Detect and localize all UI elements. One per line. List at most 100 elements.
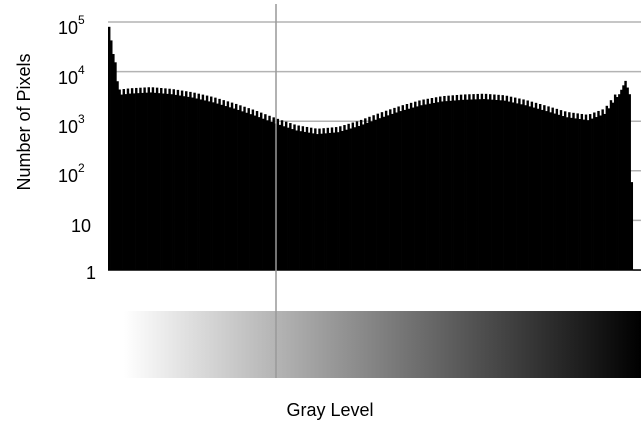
histogram-bar bbox=[330, 127, 334, 270]
histogram-bar bbox=[216, 103, 219, 270]
histogram-bar bbox=[372, 115, 375, 270]
histogram-bar bbox=[155, 87, 159, 270]
histogram-bar bbox=[384, 110, 388, 271]
histogram-bar bbox=[447, 95, 450, 271]
histogram-bar bbox=[578, 119, 581, 270]
histogram-bar bbox=[622, 85, 625, 270]
histogram-bar bbox=[168, 88, 171, 270]
histogram-bar bbox=[511, 102, 515, 271]
histogram-bar bbox=[145, 92, 148, 271]
histogram-bar bbox=[595, 117, 598, 270]
histogram-bar bbox=[380, 112, 384, 270]
histogram-bar bbox=[611, 102, 615, 270]
histogram-bar bbox=[110, 40, 113, 270]
histogram-bar bbox=[370, 121, 373, 270]
histogram-bar bbox=[237, 109, 240, 270]
histogram-bar bbox=[280, 120, 284, 270]
histogram-bar bbox=[407, 108, 411, 270]
histogram-bar bbox=[272, 117, 275, 270]
histogram-bars bbox=[108, 26, 641, 271]
histogram-bar bbox=[343, 125, 346, 270]
histogram-bar bbox=[239, 105, 242, 270]
histogram-bar bbox=[247, 108, 250, 270]
histogram-bar bbox=[572, 112, 575, 270]
histogram-bar bbox=[532, 107, 536, 270]
histogram-bar bbox=[597, 110, 600, 271]
histogram-bar bbox=[326, 127, 330, 270]
histogram-bar bbox=[474, 99, 477, 270]
histogram-bar bbox=[235, 103, 238, 270]
histogram-bar bbox=[503, 100, 507, 271]
histogram-bar bbox=[309, 127, 313, 271]
histogram-bar bbox=[426, 98, 429, 271]
histogram-bar bbox=[224, 106, 228, 270]
histogram-bar bbox=[132, 93, 136, 271]
histogram-bar bbox=[314, 128, 317, 270]
histogram-bar bbox=[389, 109, 392, 270]
histogram-bar bbox=[405, 104, 409, 270]
histogram-bar bbox=[563, 111, 567, 270]
histogram-bar bbox=[316, 134, 319, 270]
histogram-bar bbox=[603, 113, 606, 270]
histogram-bar bbox=[241, 111, 244, 270]
histogram-bar bbox=[130, 88, 134, 270]
histogram-bar bbox=[561, 116, 565, 270]
histogram-bar bbox=[534, 102, 538, 270]
histogram-bar bbox=[270, 121, 273, 270]
histogram-bar bbox=[524, 105, 527, 270]
y-tick-label-10: 10 bbox=[71, 216, 91, 236]
histogram-bar bbox=[320, 133, 323, 270]
histogram-bar bbox=[470, 99, 473, 271]
histogram-bar bbox=[536, 108, 540, 270]
histogram-bar bbox=[322, 128, 325, 270]
histogram-bar bbox=[411, 107, 415, 270]
histogram-bar bbox=[201, 94, 205, 271]
histogram-bar bbox=[457, 100, 461, 270]
y-axis-label: Number of Pixels bbox=[14, 53, 34, 190]
histogram-bar bbox=[553, 113, 556, 270]
histogram-bar bbox=[297, 125, 300, 271]
histogram-bar bbox=[305, 126, 309, 271]
histogram-bar bbox=[472, 94, 475, 270]
histogram-bar bbox=[409, 102, 413, 270]
histogram-bar bbox=[368, 116, 371, 270]
histogram-bar bbox=[547, 106, 550, 270]
histogram-bar bbox=[522, 99, 525, 270]
histogram-bar bbox=[312, 133, 315, 270]
histogram-bar bbox=[230, 102, 234, 270]
histogram-bar bbox=[295, 130, 298, 270]
histogram-bar bbox=[222, 100, 225, 271]
histogram-bar bbox=[341, 130, 344, 270]
histogram-bar bbox=[422, 99, 425, 271]
histogram-bar bbox=[153, 92, 157, 270]
histogram-bar bbox=[253, 115, 257, 270]
histogram-bar bbox=[549, 112, 552, 270]
histogram-bar bbox=[551, 107, 554, 271]
histogram-bar bbox=[613, 94, 617, 270]
histogram-bar bbox=[195, 98, 198, 270]
histogram-bar bbox=[170, 94, 173, 271]
histogram-bar bbox=[491, 99, 494, 270]
histogram-bar bbox=[337, 132, 340, 270]
histogram-bar bbox=[257, 117, 261, 270]
histogram-bar bbox=[268, 115, 271, 270]
histogram-bar bbox=[135, 87, 138, 270]
y-axis-ticks: 105 104 103 102 10 1 bbox=[58, 13, 96, 283]
histogram-bar bbox=[357, 126, 361, 270]
histogram-bar bbox=[378, 118, 382, 270]
histogram-bar bbox=[424, 104, 427, 270]
histogram-bar bbox=[120, 94, 123, 270]
histogram-bar bbox=[518, 98, 521, 271]
histogram-bar bbox=[282, 126, 286, 271]
histogram-bar bbox=[189, 91, 192, 270]
histogram-bar bbox=[630, 182, 634, 270]
histogram-bar bbox=[299, 131, 302, 270]
histogram-bar bbox=[489, 94, 492, 271]
histogram-bar bbox=[284, 121, 288, 270]
histogram-bar bbox=[210, 96, 213, 270]
histogram-bar bbox=[538, 104, 542, 270]
histogram-bar bbox=[114, 62, 117, 271]
histogram-bar bbox=[476, 93, 479, 270]
histogram-bar bbox=[497, 94, 500, 270]
